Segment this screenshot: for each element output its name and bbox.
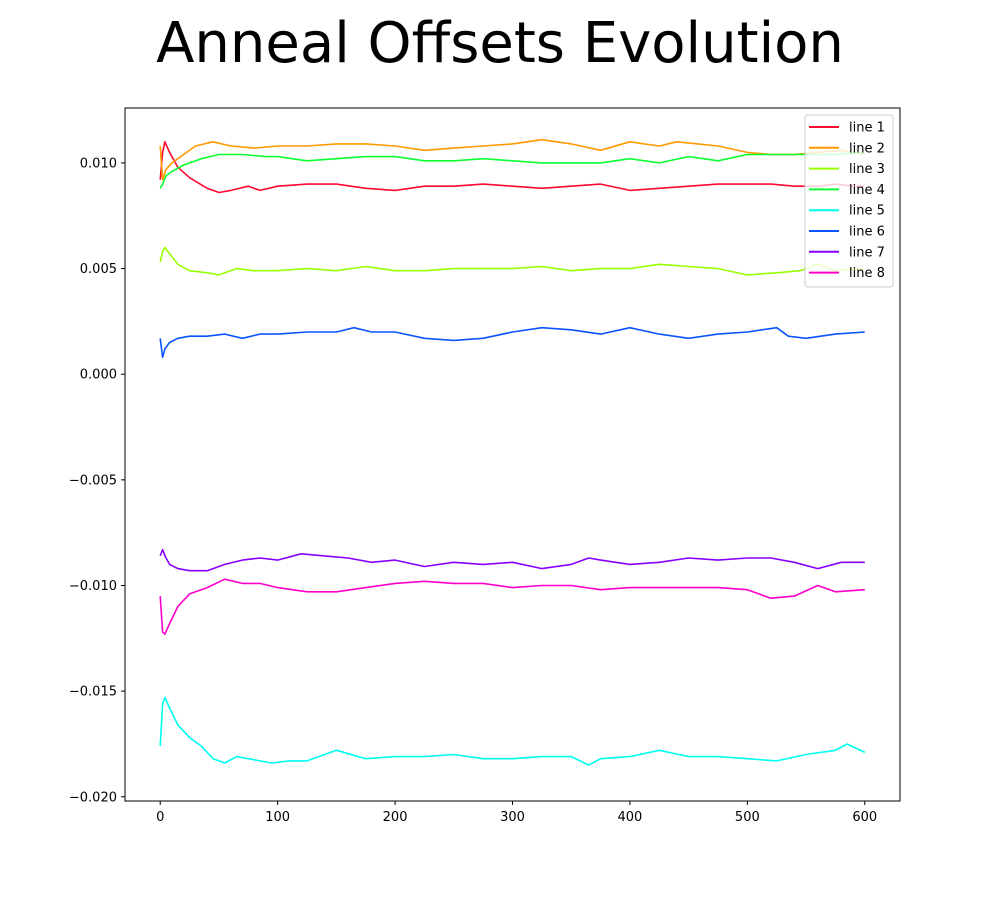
series-line-8 bbox=[159, 578, 865, 635]
x-tick-label: 200 bbox=[383, 810, 408, 825]
plot-area bbox=[125, 108, 900, 801]
legend-label-8: line 8 bbox=[849, 266, 885, 281]
legend: line 1 line 2 line 3 line 4 line 5 line 6 line… bbox=[804, 114, 894, 288]
series-line-6 bbox=[159, 326, 865, 359]
y-tick-label: 0.010 bbox=[80, 156, 117, 171]
series-line-1 bbox=[159, 141, 865, 194]
x-tick-label: 600 bbox=[852, 810, 877, 825]
legend-label-7: line 7 bbox=[849, 245, 885, 260]
legend-label-1: line 1 bbox=[849, 121, 885, 136]
x-axis: 0 100 200 300 400 500 600 bbox=[156, 801, 877, 825]
chart-title: Anneal Offsets Evolution bbox=[156, 11, 844, 76]
legend-label-2: line 2 bbox=[849, 141, 885, 156]
series-line-2 bbox=[159, 138, 865, 181]
y-tick-label: 0.005 bbox=[80, 262, 117, 277]
y-tick-label: −0.010 bbox=[69, 579, 117, 594]
y-tick-label: −0.020 bbox=[69, 790, 117, 805]
series-line-7 bbox=[159, 548, 865, 572]
y-axis: 0.010 0.005 0.000 −0.005 −0.010 −0.015 −0.020 bbox=[69, 156, 125, 805]
x-tick-label: 400 bbox=[618, 810, 643, 825]
legend-label-3: line 3 bbox=[849, 162, 885, 177]
legend-label-5: line 5 bbox=[849, 204, 885, 219]
legend-box bbox=[804, 114, 894, 288]
legend-label-6: line 6 bbox=[849, 225, 885, 240]
y-tick-label: 0.000 bbox=[80, 368, 117, 383]
legend-label-4: line 4 bbox=[849, 183, 885, 198]
x-tick-label: 0 bbox=[156, 810, 164, 825]
series-layer bbox=[159, 138, 866, 766]
y-tick-label: −0.005 bbox=[69, 473, 117, 488]
y-tick-label: −0.015 bbox=[69, 685, 117, 700]
series-line-3 bbox=[159, 246, 865, 276]
x-tick-label: 500 bbox=[735, 810, 760, 825]
x-tick-label: 100 bbox=[265, 810, 290, 825]
series-line-5 bbox=[159, 696, 866, 766]
series-line-4 bbox=[159, 151, 865, 189]
x-tick-label: 300 bbox=[500, 810, 525, 825]
